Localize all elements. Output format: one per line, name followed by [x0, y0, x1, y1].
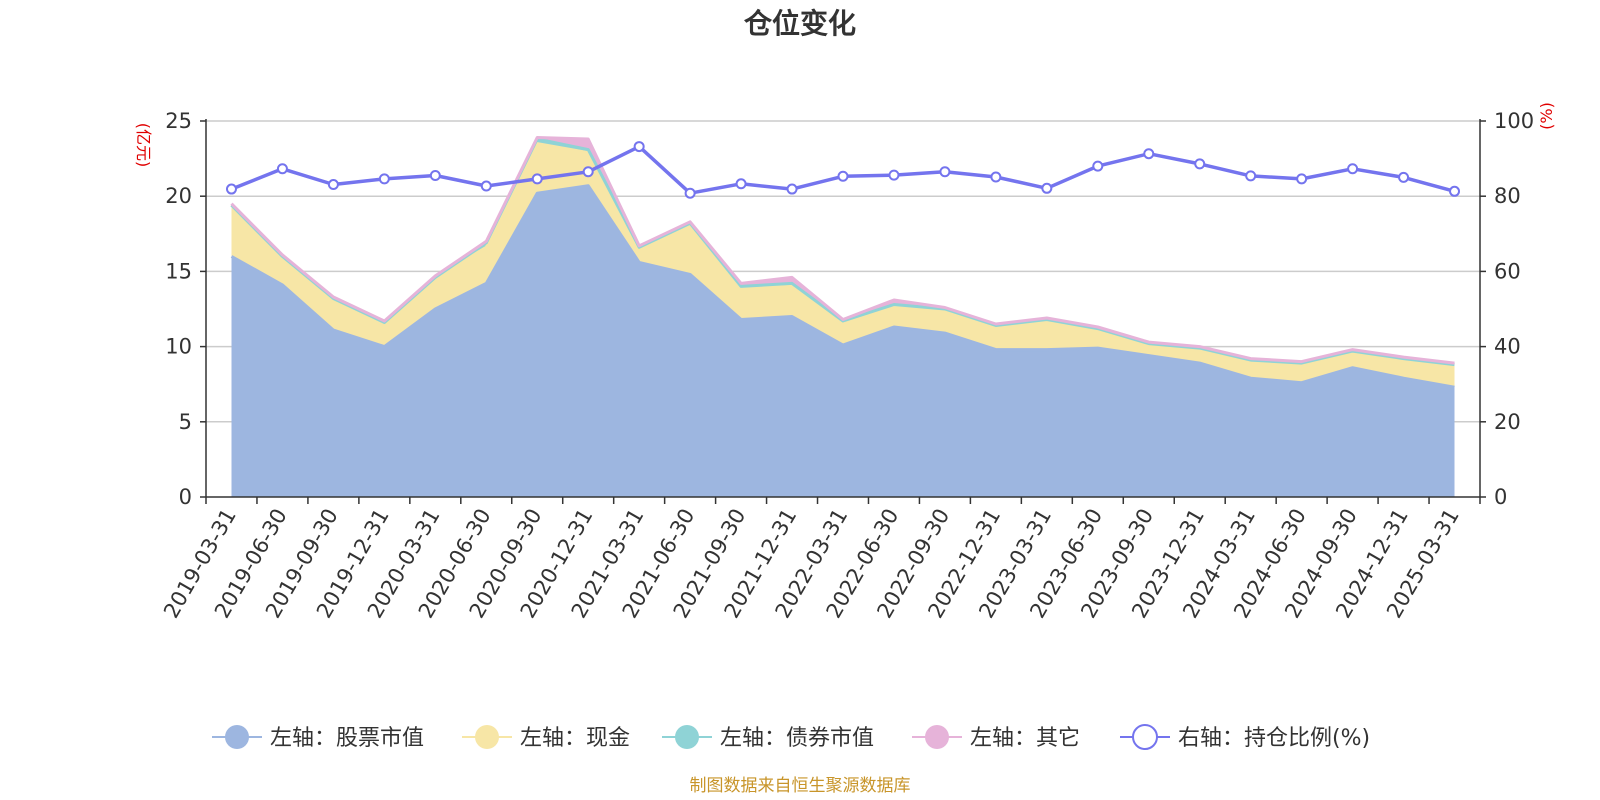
right-tick-label: 0	[1494, 485, 1507, 509]
chart-title: 仓位变化	[744, 7, 856, 40]
legend-item[interactable]: 左轴：现金	[462, 725, 630, 751]
data-source: 制图数据来自恒生聚源数据库	[690, 776, 911, 796]
legend-label: 右轴：持仓比例(%)	[1178, 726, 1370, 751]
ratio-point[interactable]	[1143, 148, 1155, 160]
legend-item[interactable]: 左轴：其它	[912, 725, 1080, 751]
right-tick-label: 40	[1494, 335, 1521, 359]
area-1	[231, 185, 1455, 497]
legend-item[interactable]: 右轴：持仓比例(%)	[1120, 724, 1370, 751]
stacked-areas	[230, 136, 1455, 497]
ratio-point[interactable]	[1398, 171, 1410, 183]
left-tick-label: 0	[179, 485, 192, 509]
ratio-point[interactable]	[1092, 160, 1104, 172]
legend-marker	[225, 725, 249, 749]
left-axis-unit: (亿元)	[134, 123, 153, 168]
right-tick-label: 20	[1494, 410, 1521, 434]
ratio-point[interactable]	[480, 180, 492, 192]
legend-marker	[1132, 724, 1158, 750]
legend-item[interactable]: 左轴：债券市值	[662, 725, 874, 751]
ratio-point[interactable]	[429, 170, 441, 182]
right-axis-unit: (%)	[1537, 102, 1556, 130]
ratio-line	[225, 141, 1461, 199]
left-tick-label: 5	[179, 410, 192, 434]
ratio-point[interactable]	[990, 171, 1002, 183]
legend-marker	[925, 725, 949, 749]
ratio-point[interactable]	[1041, 182, 1053, 194]
legend-item[interactable]: 左轴：股票市值	[212, 725, 424, 751]
left-tick-label: 25	[165, 109, 192, 133]
ratio-point[interactable]	[633, 141, 645, 153]
ratio-point[interactable]	[1194, 158, 1206, 170]
ratio-point[interactable]	[1245, 170, 1257, 182]
ratio-line-path	[230, 144, 1455, 195]
right-tick-label: 100	[1494, 109, 1534, 133]
legend-label: 左轴：股票市值	[270, 726, 424, 751]
legend-label: 左轴：现金	[520, 726, 630, 751]
legend[interactable]: 左轴：股票市值 左轴：现金 左轴：债券市值 左轴：其它 右轴：持仓比例(%)	[212, 724, 1370, 751]
ratio-point[interactable]	[684, 187, 696, 199]
ratio-point[interactable]	[1347, 163, 1359, 175]
ratio-point[interactable]	[531, 173, 543, 185]
right-tick-label: 60	[1494, 259, 1521, 283]
ratio-point[interactable]	[786, 183, 798, 195]
left-tick-label: 20	[165, 184, 192, 208]
ratio-point[interactable]	[888, 169, 900, 181]
area-2	[231, 143, 1455, 388]
ratio-point[interactable]	[735, 178, 747, 190]
ratio-point[interactable]	[837, 170, 849, 182]
ratio-point[interactable]	[1296, 173, 1308, 185]
ratio-point[interactable]	[939, 166, 951, 178]
ratio-point[interactable]	[327, 179, 339, 191]
ratio-point[interactable]	[1449, 185, 1461, 197]
left-tick-label: 15	[165, 259, 192, 283]
ratio-point[interactable]	[276, 163, 288, 175]
ratio-point[interactable]	[378, 173, 390, 185]
right-tick-label: 80	[1494, 184, 1521, 208]
left-tick-label: 10	[165, 335, 192, 359]
ratio-point[interactable]	[582, 166, 594, 178]
legend-marker	[475, 725, 499, 749]
legend-marker	[675, 725, 699, 749]
area-edge-4	[230, 136, 1455, 365]
legend-label: 左轴：其它	[970, 726, 1080, 751]
area-edge-1	[230, 184, 1455, 389]
ratio-point[interactable]	[225, 183, 237, 195]
legend-label: 左轴：债券市值	[720, 726, 874, 751]
